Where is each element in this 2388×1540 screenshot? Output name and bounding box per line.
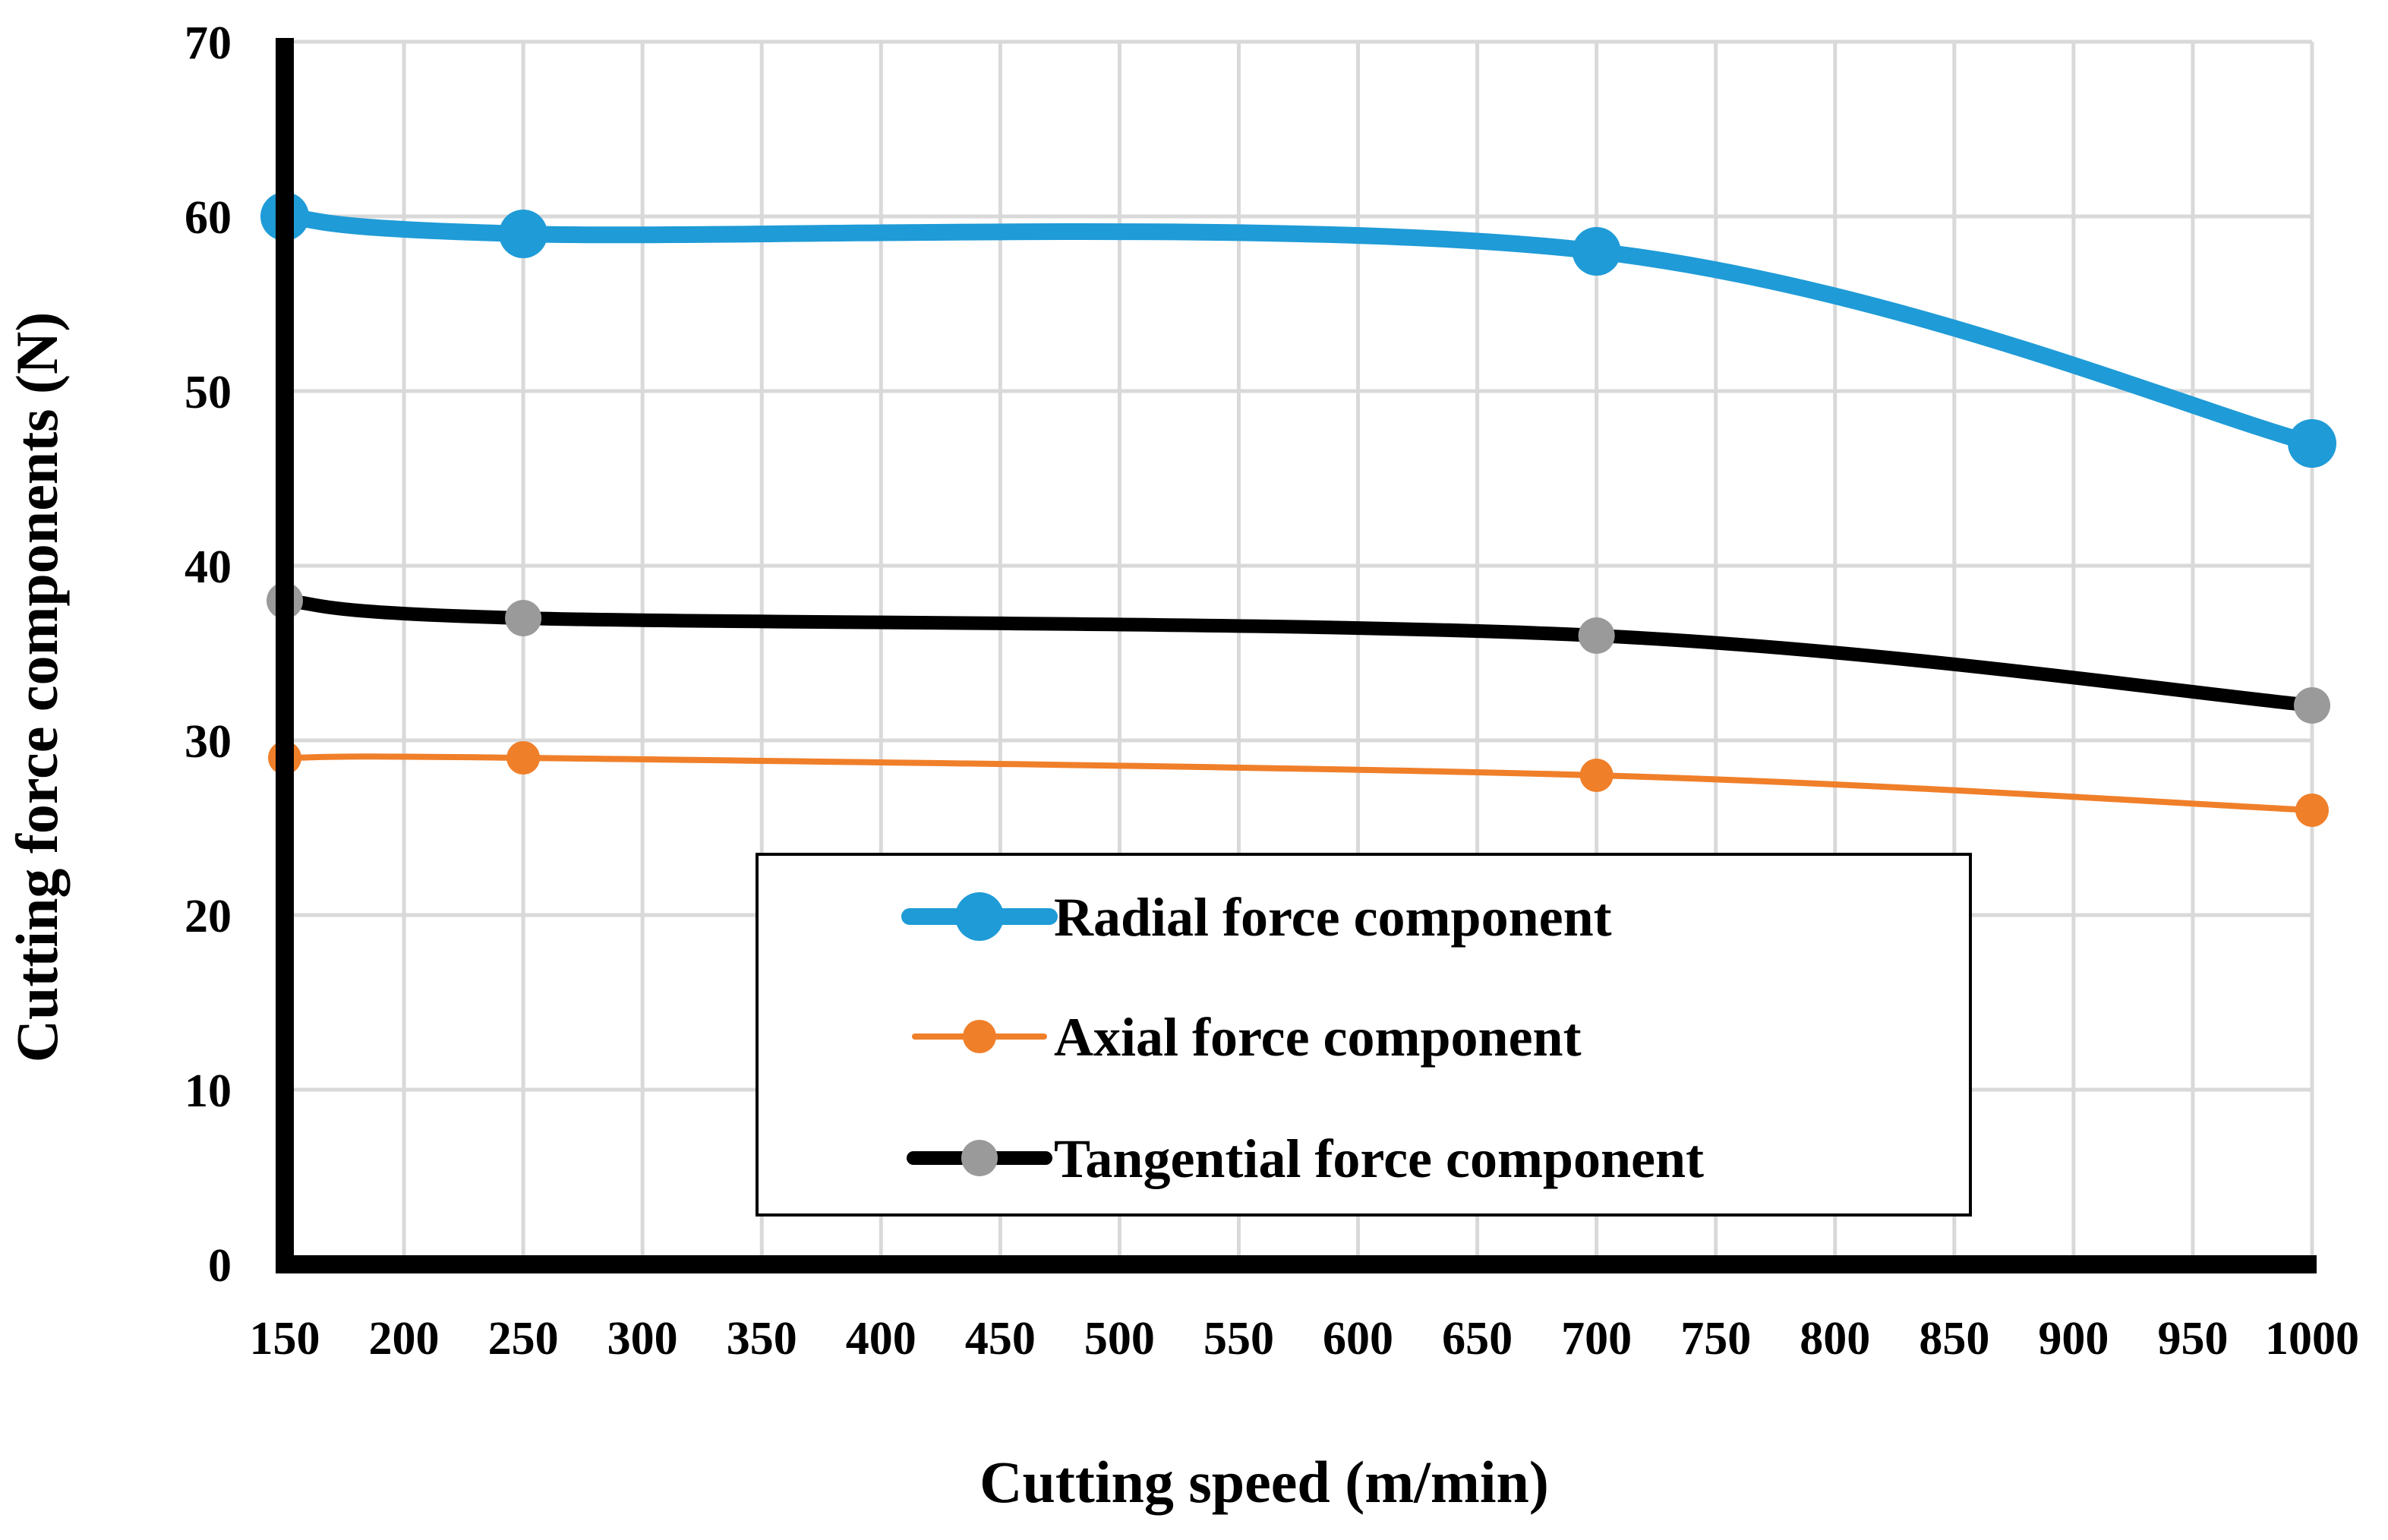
x-tick-label: 800 (1800, 1313, 1870, 1365)
series-line-axial (282, 753, 2315, 813)
x-tick-label: 600 (1323, 1313, 1393, 1365)
y-tick-label: 40 (185, 541, 232, 593)
x-tick-label: 850 (1919, 1313, 1989, 1365)
data-point-radial (1572, 227, 1621, 276)
data-point-axial (506, 741, 541, 775)
x-tick-label: 150 (250, 1313, 320, 1365)
y-tick-label: 50 (185, 367, 232, 418)
x-tick-label: 950 (2157, 1313, 2228, 1365)
x-tick-label: 250 (488, 1313, 559, 1365)
legend-marker-axial (963, 1020, 996, 1053)
x-tick-label: 400 (846, 1313, 916, 1365)
series-layer (260, 192, 2336, 827)
legend-marker-tangential (961, 1140, 998, 1176)
legend-marker-radial (955, 892, 1004, 941)
x-tick-label: 500 (1084, 1313, 1155, 1365)
data-point-axial (2295, 794, 2329, 827)
data-point-tangential (1578, 617, 1615, 654)
y-tick-label: 10 (185, 1065, 232, 1117)
x-tick-label: 700 (1561, 1313, 1632, 1365)
y-tick-label: 20 (185, 891, 232, 942)
data-point-radial (2288, 419, 2336, 468)
x-tick-label: 450 (965, 1313, 1036, 1365)
y-tick-label: 0 (208, 1240, 232, 1292)
data-point-axial (1579, 759, 1614, 792)
legend-label-tangential: Tangential force component (1054, 1128, 1704, 1189)
series-line-tangential (278, 594, 2319, 712)
x-tick-label: 550 (1203, 1313, 1274, 1365)
x-tick-label: 650 (1442, 1313, 1513, 1365)
axes (276, 38, 2317, 1273)
x-tick-label: 200 (369, 1313, 440, 1365)
ticks: 150 200 250 300 350 400 450 500 550 600 650 700 750 8… (185, 17, 2359, 1365)
x-tick-label: 750 (1680, 1313, 1751, 1365)
legend-label-radial: Radial force component (1054, 887, 1612, 948)
y-axis-title: Cutting force components (N) (4, 312, 70, 1063)
data-point-tangential (505, 600, 542, 636)
y-tick-label: 60 (185, 192, 232, 244)
x-tick-label: 900 (2038, 1313, 2109, 1365)
data-point-radial (499, 210, 548, 258)
x-axis-title: Cutting speed (m/min) (979, 1449, 1549, 1515)
x-tick-label: 350 (727, 1313, 797, 1365)
x-tick-label: 300 (607, 1313, 678, 1365)
y-tick-label: 30 (185, 716, 232, 768)
legend: Radial force component Axial force compo… (756, 853, 1972, 1217)
y-tick-label: 70 (185, 17, 232, 69)
x-tick-label: 1000 (2265, 1313, 2359, 1365)
data-point-tangential (2294, 687, 2330, 724)
legend-label-axial: Axial force component (1054, 1007, 1582, 1068)
series-line-radial (276, 208, 2320, 452)
